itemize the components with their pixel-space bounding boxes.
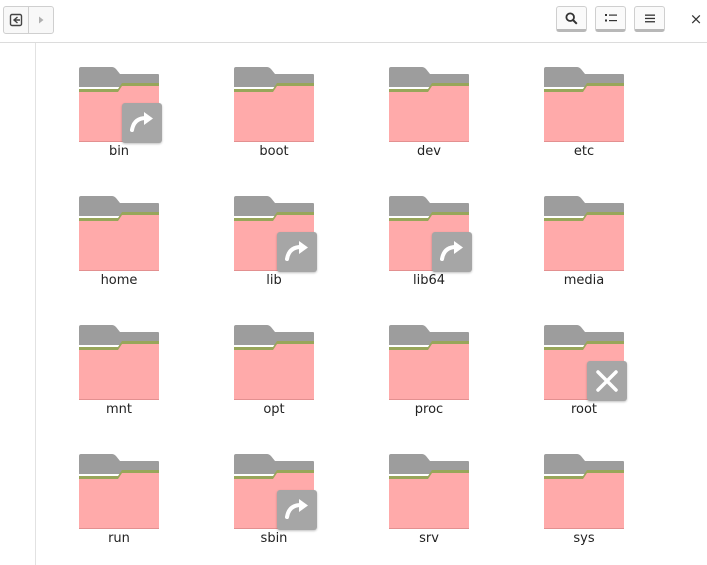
file-name-label: lib64 (412, 273, 446, 288)
folder-icon (233, 319, 315, 401)
folder-icon (543, 190, 625, 272)
file-name-label: sys (573, 531, 595, 546)
symlink-icon (130, 112, 153, 132)
file-grid: bin boot dev (36, 43, 707, 565)
folder-icon (388, 61, 470, 143)
folder-icon (233, 448, 317, 530)
forward-button[interactable] (28, 7, 53, 33)
file-item-etc[interactable]: etc (501, 43, 631, 163)
file-item-sbin[interactable]: sbin (191, 430, 321, 550)
file-item-dev[interactable]: dev (346, 43, 476, 163)
symlink-icon (285, 241, 308, 261)
symlink-icon (285, 499, 308, 519)
folder-icon (78, 61, 162, 143)
file-name-label: root (570, 402, 598, 417)
unreadable-x-icon (596, 370, 618, 392)
folder-icon (388, 319, 470, 401)
file-name-label: run (108, 531, 130, 546)
sidebar (0, 43, 36, 565)
file-name-label: boot (259, 144, 289, 159)
file-name-label: proc (414, 402, 444, 417)
file-item-media[interactable]: media (501, 172, 631, 292)
menu-button[interactable] (634, 6, 665, 32)
navigation-buttons (3, 6, 54, 34)
back-button[interactable] (4, 7, 28, 33)
file-name-label: sbin (260, 531, 288, 546)
file-name-label: lib (266, 273, 282, 288)
file-name-label: bin (108, 144, 130, 159)
header-bar: × (0, 0, 707, 43)
file-item-boot[interactable]: boot (191, 43, 321, 163)
folder-icon (543, 448, 625, 530)
folder-icon (233, 61, 315, 143)
file-name-label: dev (417, 144, 441, 159)
close-button[interactable]: × (689, 10, 703, 28)
hamburger-menu-icon (644, 14, 655, 22)
symlink-emblem (277, 490, 317, 530)
file-item-home[interactable]: home (36, 172, 166, 292)
file-name-label: mnt (106, 402, 132, 417)
file-item-run[interactable]: run (36, 430, 166, 550)
file-item-sys[interactable]: sys (501, 430, 631, 550)
file-item-opt[interactable]: opt (191, 301, 321, 421)
file-name-label: opt (263, 402, 285, 417)
file-item-lib64[interactable]: lib64 (346, 172, 476, 292)
file-item-proc[interactable]: proc (346, 301, 476, 421)
file-item-bin[interactable]: bin (36, 43, 166, 163)
folder-icon (388, 190, 472, 272)
file-item-lib[interactable]: lib (191, 172, 321, 292)
search-icon (565, 11, 578, 25)
back-arrow-icon (9, 13, 23, 27)
file-item-srv[interactable]: srv (346, 430, 476, 550)
file-name-label: media (563, 273, 605, 288)
file-item-root[interactable]: root (501, 301, 631, 421)
symlink-icon (440, 241, 463, 261)
view-mode-button[interactable] (595, 6, 626, 32)
file-name-label: srv (419, 531, 439, 546)
folder-icon (543, 61, 625, 143)
folder-icon (233, 190, 317, 272)
folder-icon (543, 319, 627, 401)
folder-icon (78, 448, 160, 530)
file-name-label: home (100, 273, 138, 288)
forward-arrow-icon (39, 16, 44, 24)
search-button[interactable] (556, 6, 587, 32)
folder-icon (78, 190, 160, 272)
file-item-mnt[interactable]: mnt (36, 301, 166, 421)
folder-icon (78, 319, 160, 401)
symlink-emblem (122, 103, 162, 143)
folder-icon (388, 448, 470, 530)
list-view-icon (604, 14, 617, 22)
file-name-label: etc (573, 144, 595, 159)
symlink-emblem (277, 232, 317, 272)
symlink-emblem (432, 232, 472, 272)
unreadable-emblem (587, 361, 627, 401)
